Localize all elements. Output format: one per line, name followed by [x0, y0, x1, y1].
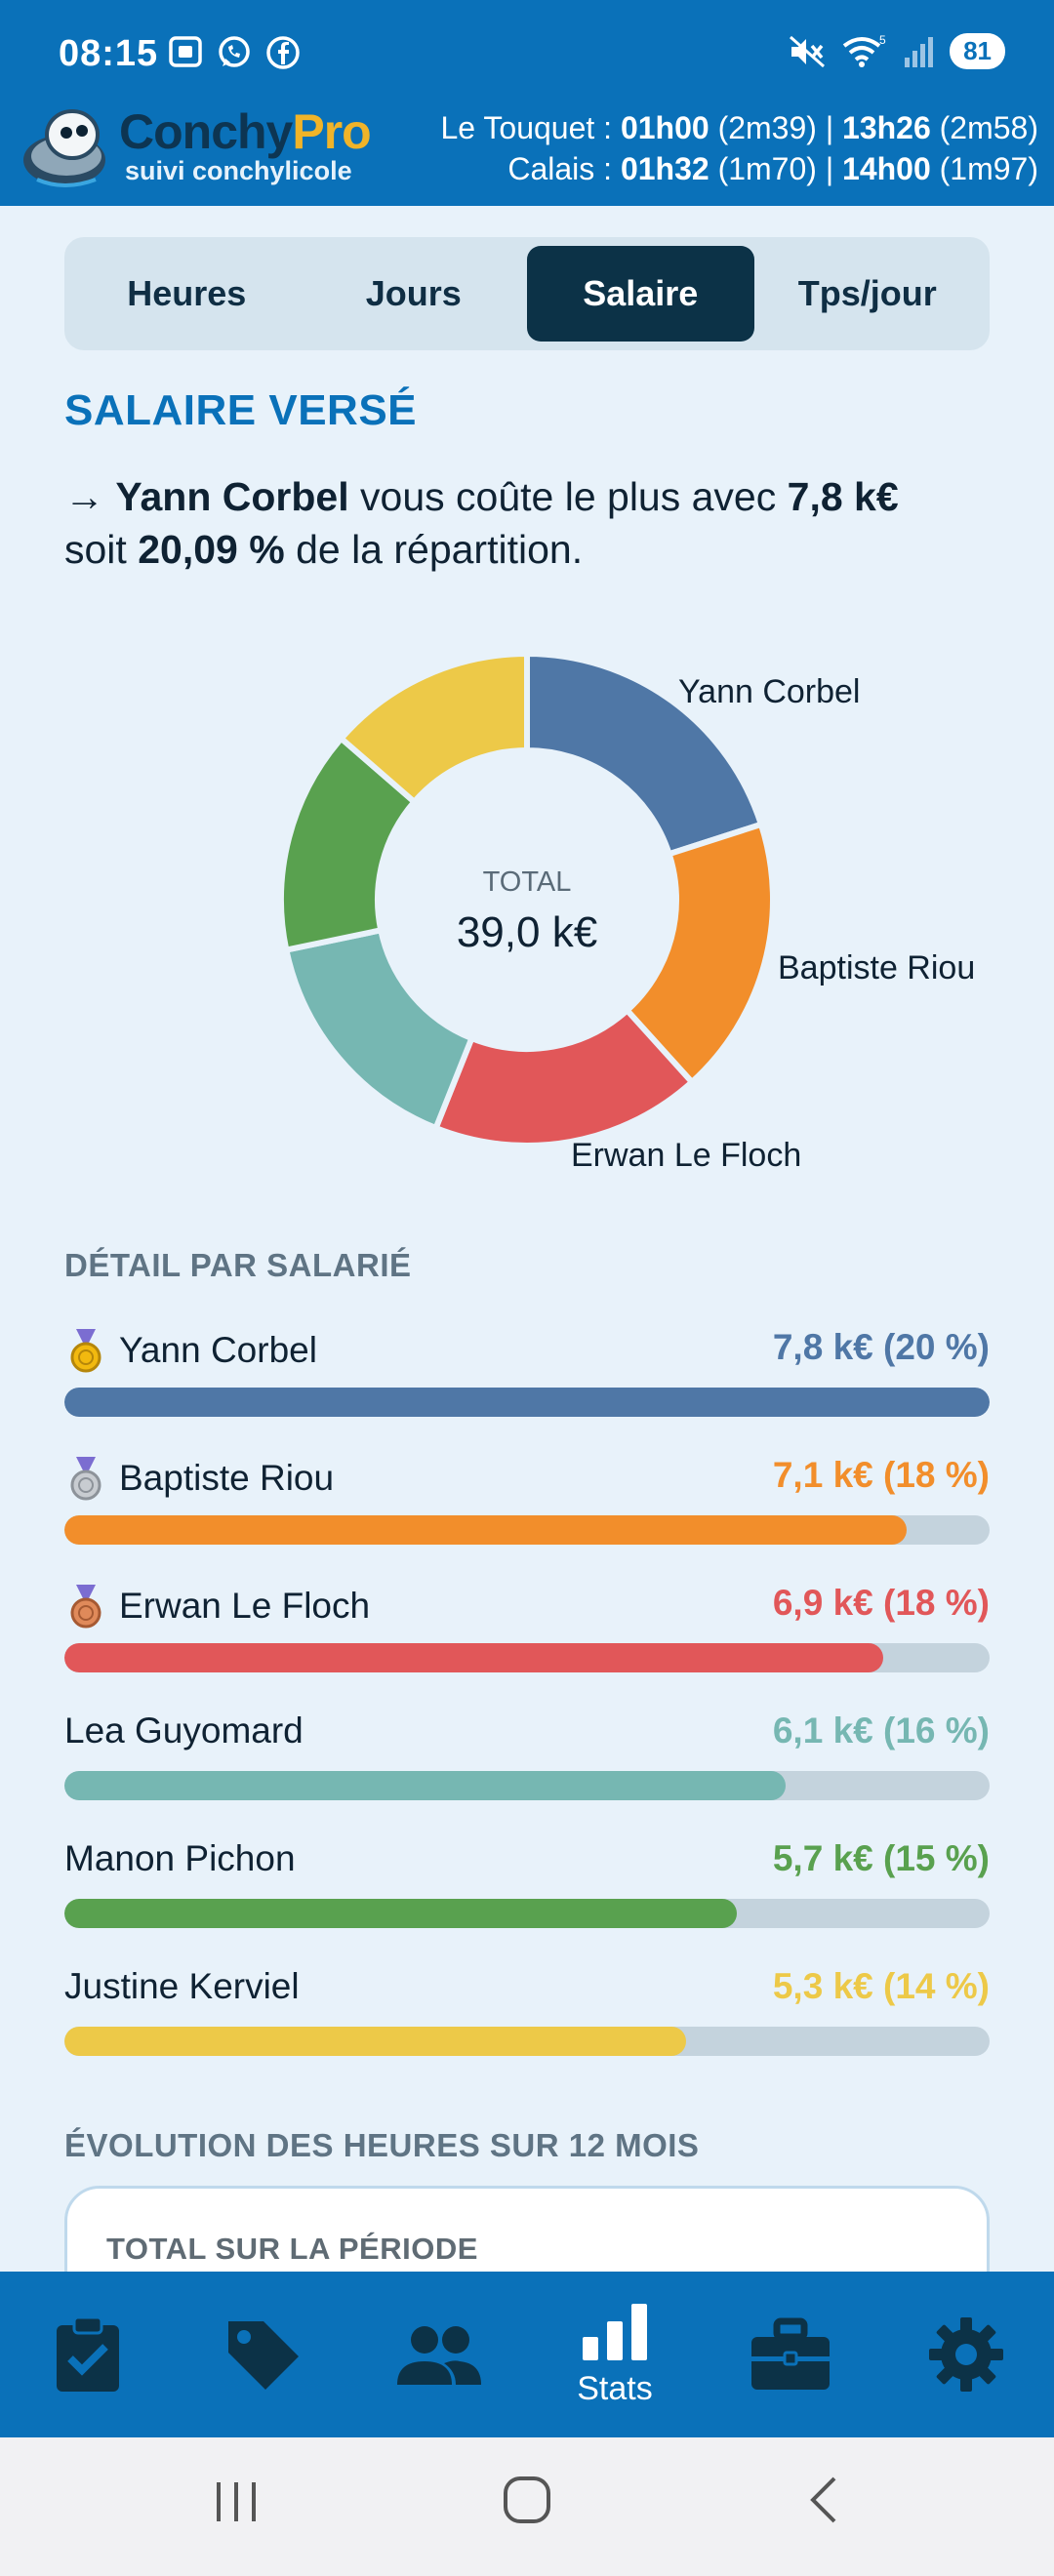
- employee-name-wrap: Erwan Le Floch: [64, 1583, 370, 1630]
- salary-bar-track: [64, 1899, 990, 1928]
- tab-jours[interactable]: Jours: [365, 273, 462, 313]
- employee-salary-value: 7,1 k€ (18 %): [772, 1455, 990, 1495]
- back-icon[interactable]: [795, 2471, 854, 2529]
- tide-row: Calais : 01h32 (1m70) | 14h00 (1m97): [507, 151, 1038, 186]
- donut-slice-label: Erwan Le Floch: [571, 1137, 801, 1171]
- home-icon[interactable]: [498, 2471, 556, 2529]
- detail-title: DÉTAIL PAR SALARIÉ: [64, 1247, 412, 1283]
- tide-row: Le Touquet : 01h00 (2m39) | 13h26 (2m58): [440, 110, 1038, 145]
- section-title: SALAIRE VERSÉ: [64, 386, 418, 434]
- employee-salary-value: 6,1 k€ (16 %): [772, 1711, 990, 1751]
- employee-salary-value: 6,9 k€ (18 %): [772, 1583, 990, 1623]
- salary-bar-track: [64, 2027, 990, 2056]
- employee-salary-value: 7,8 k€ (20 %): [772, 1327, 990, 1367]
- bottom-nav: Stats: [0, 2272, 1054, 2437]
- employee-name: Erwan Le Floch: [119, 1586, 371, 1626]
- donut-slice[interactable]: [431, 1006, 697, 1148]
- tide-info: Le Touquet : 01h00 (2m39) | 13h26 (2m58)…: [440, 107, 1038, 189]
- employee-name-wrap: Manon Pichon: [64, 1838, 296, 1879]
- nav-people[interactable]: [351, 2272, 527, 2437]
- employee-name-wrap: Lea Guyomard: [64, 1711, 304, 1751]
- employee-name-wrap: Yann Corbel: [64, 1327, 317, 1374]
- salary-bar-fill: [64, 2027, 687, 2056]
- salary-bar-fill: [64, 1899, 738, 1928]
- people-icon: [397, 2326, 481, 2385]
- bronze-medal-icon: [70, 1585, 101, 1629]
- evolution-title: ÉVOLUTION DES HEURES SUR 12 MOIS: [64, 2127, 700, 2163]
- battery-level: 81: [950, 33, 1005, 69]
- nav-stats[interactable]: Stats: [527, 2272, 703, 2437]
- status-system: 5 81: [788, 33, 1005, 69]
- status-time: 08:15: [59, 33, 159, 74]
- employee-name: Baptiste Riou: [119, 1458, 335, 1498]
- employee-row: Justine Kerviel 5,3 k€ (14 %): [64, 1958, 990, 2086]
- salary-bar-fill: [64, 1643, 883, 1672]
- donut-svg: Yann Corbel Baptiste Riou Erwan Le Floch T…: [278, 650, 975, 1171]
- salary-donut-chart: Yann Corbel Baptiste Riou Erwan Le Floch T…: [0, 624, 1054, 1171]
- tag-icon: [228, 2321, 299, 2390]
- salary-bar-fill: [64, 1388, 990, 1417]
- employee-row: Erwan Le Floch 6,9 k€ (18 %): [64, 1575, 990, 1703]
- employee-salary-value: 5,3 k€ (14 %): [772, 1966, 990, 2006]
- facebook-icon: [266, 36, 300, 69]
- wifi-icon: 5: [842, 34, 886, 67]
- employee-name: Lea Guyomard: [64, 1711, 304, 1751]
- mute-icon: [790, 35, 826, 67]
- employee-row: Yann Corbel 7,8 k€ (20 %): [64, 1319, 990, 1447]
- svg-text:5: 5: [879, 34, 886, 47]
- employee-name-wrap: Justine Kerviel: [64, 1966, 300, 2007]
- top-cost-summary: → Yann Corbel vous coûte le plus avec 7,…: [64, 474, 899, 572]
- salary-bar-fill: [64, 1771, 787, 1800]
- system-nav-bar: [0, 2437, 1054, 2576]
- stats-tabs: Heures Jours Salaire Tps/jour: [64, 237, 990, 350]
- brand-tagline: suivi conchylicole: [125, 156, 352, 185]
- nav-tasks[interactable]: [0, 2272, 176, 2437]
- donut-slice[interactable]: [337, 650, 530, 806]
- tab-heures[interactable]: Heures: [127, 273, 247, 313]
- employee-name: Yann Corbel: [119, 1330, 317, 1370]
- gold-medal-icon: [70, 1329, 101, 1373]
- gear-icon: [929, 2317, 1003, 2392]
- screenshot-icon: [169, 36, 202, 67]
- signal-icon: [905, 36, 934, 67]
- employee-row: Lea Guyomard 6,1 k€ (16 %): [64, 1703, 990, 1831]
- employee-name-wrap: Baptiste Riou: [64, 1455, 334, 1502]
- salary-bar-track: [64, 1388, 990, 1417]
- salary-bar-track: [64, 1643, 990, 1672]
- status-bar: 08:15: [0, 0, 1054, 98]
- employee-list: Yann Corbel 7,8 k€ (20 %) Baptiste Riou 7,1…: [64, 1319, 990, 2086]
- salary-bar-track: [64, 1515, 990, 1545]
- clipboard-check-icon: [57, 2315, 119, 2392]
- employee-row: Manon Pichon 5,7 k€ (15 %): [64, 1831, 990, 1958]
- app-header: 08:15: [0, 0, 1054, 206]
- evolution-card-title: TOTAL SUR LA PÉRIODE: [106, 2232, 478, 2266]
- donut-slice-label: Baptiste Riou: [778, 949, 975, 986]
- employee-salary-value: 5,7 k€ (15 %): [772, 1838, 990, 1878]
- app-logo: ConchyPro suivi conchylicole: [18, 101, 372, 195]
- tab-tps-jour[interactable]: Tps/jour: [797, 273, 937, 313]
- recents-icon[interactable]: [207, 2471, 265, 2529]
- donut-slice-label: Yann Corbel: [678, 673, 861, 710]
- silver-medal-icon: [70, 1457, 101, 1501]
- nav-jobs[interactable]: [703, 2272, 878, 2437]
- nav-settings[interactable]: [878, 2272, 1054, 2437]
- nav-stats-label: Stats: [577, 2369, 653, 2407]
- employee-name: Justine Kerviel: [64, 1966, 300, 2006]
- salary-bar-track: [64, 1771, 990, 1800]
- brand-name: ConchyPro: [119, 104, 372, 159]
- donut-center-value: 39,0 k€: [457, 908, 597, 956]
- oyster-mascot-icon: [23, 109, 105, 187]
- employee-name: Manon Pichon: [64, 1838, 296, 1878]
- bar-chart-icon: [583, 2303, 647, 2360]
- donut-slice[interactable]: [524, 650, 765, 858]
- salary-bar-fill: [64, 1515, 907, 1545]
- whatsapp-icon: [219, 36, 250, 67]
- nav-tags[interactable]: [176, 2272, 351, 2437]
- briefcase-icon: [751, 2317, 830, 2390]
- donut-center-label: TOTAL: [483, 866, 572, 898]
- status-notifications: [168, 35, 301, 70]
- donut-slice[interactable]: [282, 926, 476, 1132]
- employee-row: Baptiste Riou 7,1 k€ (18 %): [64, 1447, 990, 1575]
- tab-salaire[interactable]: Salaire: [527, 246, 754, 342]
